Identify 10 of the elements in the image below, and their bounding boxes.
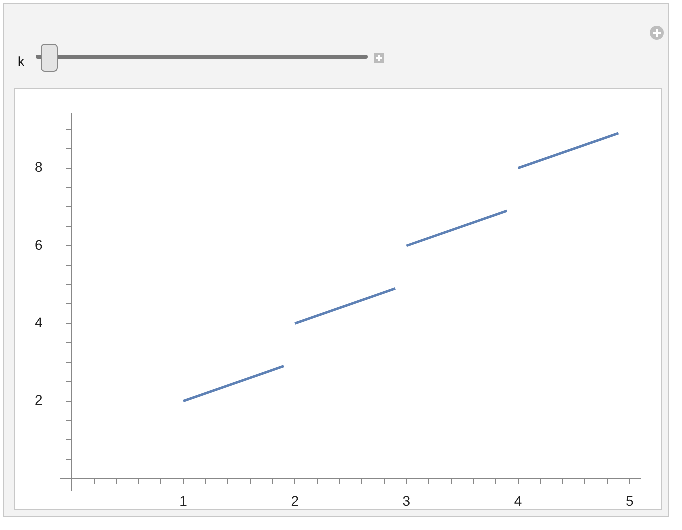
x-tick-label: 3 [402,493,411,510]
y-tick-label: 8 [34,159,43,176]
y-tick-label: 2 [34,392,43,408]
x-tick-label: 1 [180,493,188,510]
x-tick-label: 5 [626,493,634,510]
y-tick-label: 4 [34,314,43,331]
x-tick-label: 4 [514,493,522,510]
y-tick-label: 6 [34,236,43,253]
x-tick-label: 2 [291,493,300,510]
text: k [18,54,24,69]
